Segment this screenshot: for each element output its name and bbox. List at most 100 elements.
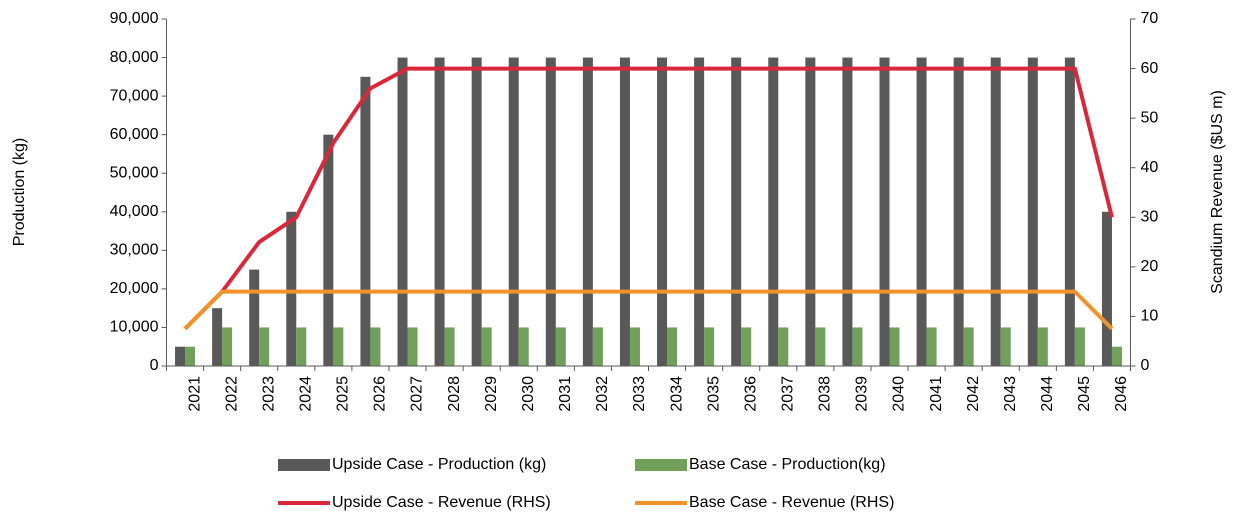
legend-swatch [635,459,687,471]
legend-label: Upside Case - Production (kg) [332,456,546,473]
bar [518,327,529,366]
y2-tick-label: 0 [1141,357,1150,374]
legend-swatch [278,459,330,471]
y2-tick-label: 10 [1141,308,1159,325]
y-tick-label: 10,000 [110,319,159,336]
bar [397,57,408,367]
x-tick-label: 2028 [446,376,463,412]
y-tick-label: 0 [150,357,159,374]
x-tick-label: 2024 [297,376,314,412]
y2-tick-label: 30 [1141,209,1159,226]
bar [1037,327,1048,366]
x-tick-label: 2037 [779,376,796,412]
bar [508,57,519,367]
bar [741,327,752,366]
x-tick-label: 2045 [1076,376,1093,412]
x-tick-label: 2032 [594,376,611,412]
x-tick-label: 2036 [742,376,759,412]
bar [619,57,630,367]
y-tick-label: 40,000 [110,203,159,220]
y2-tick-label: 40 [1141,159,1159,176]
bar [704,327,715,366]
bar [175,346,186,366]
x-tick-label: 2042 [965,376,982,412]
bar [296,327,307,366]
bar [963,327,974,366]
bar [333,327,344,366]
y2-tick-label: 60 [1141,60,1159,77]
y2-tick-label: 70 [1141,10,1159,27]
legend-label: Upside Case - Revenue (RHS) [332,494,551,511]
bar [926,327,937,366]
bar [481,327,492,366]
x-tick-label: 2026 [372,376,389,412]
bar [323,134,334,366]
bar [1000,327,1011,366]
y-tick-label: 80,000 [110,49,159,66]
bar [852,327,863,366]
x-tick-label: 2029 [483,376,500,412]
x-tick-label: 2044 [1039,376,1056,412]
bar [222,327,233,366]
x-tick-label: 2031 [557,376,574,412]
y2-tick-label: 20 [1141,258,1159,275]
bar [471,57,482,367]
x-tick-label: 2025 [335,376,352,412]
bar [1111,346,1122,366]
bar [370,327,381,366]
bar [545,57,556,367]
x-tick-label: 2039 [854,376,871,412]
x-tick-label: 2041 [928,376,945,412]
bar [360,76,371,366]
bar [889,327,900,366]
bar [407,327,418,366]
bar [259,327,270,366]
legend-label: Base Case - Revenue (RHS) [689,494,894,511]
bar [879,57,890,367]
y-tick-label: 90,000 [110,10,159,27]
bar [842,57,853,367]
bar [185,346,196,366]
bar [1074,327,1085,366]
x-tick-label: 2040 [891,376,908,412]
legend-label: Base Case - Production(kg) [689,456,886,473]
y-tick-label: 70,000 [110,87,159,104]
x-tick-label: 2046 [1113,376,1130,412]
bar [805,57,816,367]
x-tick-label: 2043 [1002,376,1019,412]
bar [249,269,260,366]
bar [434,57,445,367]
x-tick-label: 2023 [260,376,277,412]
bar [555,327,566,366]
y-tick-label: 20,000 [110,280,159,297]
bar [592,327,603,366]
x-tick-label: 2033 [631,376,648,412]
x-tick-label: 2021 [186,376,203,412]
bar [667,327,678,366]
bar [916,57,927,367]
bar [1101,211,1112,366]
x-tick-label: 2034 [668,376,685,412]
x-tick-label: 2038 [817,376,834,412]
x-tick-label: 2030 [520,376,537,412]
x-tick-label: 2022 [223,376,240,412]
bar [629,327,640,366]
bar [582,57,593,367]
bar [286,211,297,366]
line [183,289,1114,331]
y-tick-label: 50,000 [110,164,159,181]
y2-axis-label: Scandium Revenue ($US m) [1209,90,1226,294]
bar [444,327,455,366]
x-tick-label: 2027 [409,376,426,412]
bar [768,57,779,367]
y-tick-label: 30,000 [110,242,159,259]
bar [1064,57,1075,367]
bar [990,57,1001,367]
x-tick-label: 2035 [705,376,722,412]
bar [953,57,964,367]
bar [731,57,742,367]
bar [1027,57,1038,367]
bar [694,57,705,367]
y-tick-label: 60,000 [110,126,159,143]
